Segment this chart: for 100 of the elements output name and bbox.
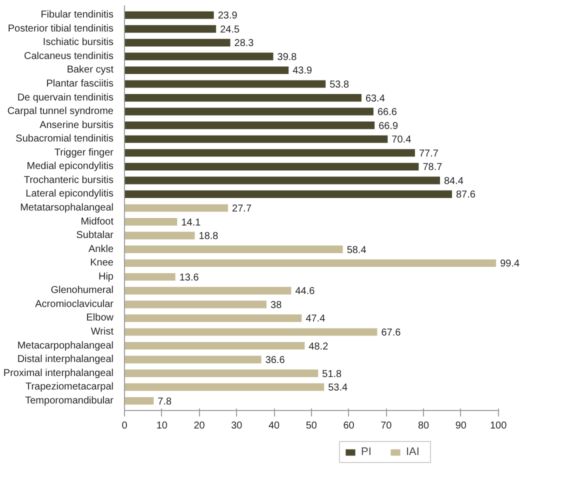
y-tick-label: Distal interphalangeal [17,354,114,366]
y-tick-label: Temporomandibular [25,395,114,406]
data-label: 47.4 [306,314,326,325]
x-tick-label: 0 [122,420,128,432]
data-label: 77.7 [418,148,439,160]
bar [124,190,452,198]
x-tick-label: 30 [231,420,243,432]
bar [124,38,230,46]
data-label: 66.9 [378,120,398,132]
y-tick-label: Ankle [88,244,114,255]
y-tick-label: Plantar fasciitis [46,78,114,90]
data-label: 66.6 [377,107,398,118]
y-tick-label: Anserine bursitis [40,120,114,131]
y-tick-label: Hip [98,271,114,282]
data-label: 53.4 [328,382,348,394]
x-tick-label: 70 [380,420,392,432]
data-label: 43.9 [292,66,313,77]
y-tick-label: Metacarpophalangeal [17,340,114,352]
data-label: 13.6 [179,272,200,284]
y-tick-label: Glenohumeral [50,285,114,296]
data-label: 39.8 [277,52,298,63]
bar [124,94,362,102]
y-tick-label: Carpal tunnel syndrome [7,106,114,118]
y-tick-label: Metatarsophalangeal [20,202,114,214]
data-label: 27.7 [232,204,252,214]
bar [124,286,292,294]
bar [124,52,274,60]
y-tick-label: Medial epicondylitis [26,161,114,172]
y-tick-label: Fibular tendinitis [40,10,114,21]
bar [124,342,305,350]
bar [124,135,388,143]
data-label: 48.2 [308,341,329,352]
data-label: 14.1 [181,217,202,228]
y-tick-label: Lateral epicondylitis [26,188,114,200]
x-tick-label: 100 [490,420,508,432]
data-label: 44.6 [295,286,316,298]
legend-label: IAI [406,446,420,458]
data-label: 99.4 [500,258,520,270]
bar [124,176,440,184]
y-tick-label: Elbow [86,312,114,324]
data-label: 63.4 [366,93,386,104]
bar [124,218,178,226]
bar [124,246,343,254]
x-tick-label: 50 [306,420,318,432]
data-label: 28.3 [234,38,254,50]
data-label: 24.5 [220,24,240,36]
bar [124,162,419,170]
y-tick-label: Midfoot [80,216,114,228]
data-label: 70.4 [392,134,412,146]
x-tick-label: 10 [156,420,168,432]
y-tick-label: Wrist [90,326,114,338]
bar [124,328,378,336]
legend-label: PI [361,446,372,458]
data-label: 58.4 [346,244,367,256]
bar [124,314,302,322]
bar [124,300,267,308]
data-label: 84.4 [444,176,464,187]
bar [124,204,228,212]
y-tick-label: Posterior tibial tendinitis [8,23,114,34]
x-tick-label: 60 [343,420,355,432]
bar [124,66,289,74]
y-tick-label: Ischiatic bursitis [42,37,114,48]
y-tick-label: Subacromial tendinitis [16,134,114,145]
data-label: 53.8 [330,80,350,91]
data-label: 7.8 [158,396,172,408]
y-tick-label: Trochanteric bursitis [24,174,114,186]
bar [124,397,154,405]
data-label: 36.6 [265,355,286,366]
y-tick-label: Knee [90,258,114,269]
bar [124,273,176,281]
y-tick-label: Baker cyst [66,64,114,76]
bar [124,356,262,364]
bar [124,259,496,267]
x-tick-label: 40 [268,420,280,432]
data-label: 67.6 [381,327,402,338]
data-label: 51.8 [322,368,342,380]
y-tick-label: Calcaneus tendinitis [24,50,114,62]
bar [124,232,195,240]
x-tick-label: 80 [418,420,430,432]
data-label: 18.8 [198,231,219,242]
data-label: 87.6 [456,190,476,201]
bar [124,149,415,157]
y-tick-label: Trapeziometacarpal [25,382,114,393]
bar [124,108,374,116]
data-label: 78.7 [422,162,443,174]
x-tick-label: 20 [194,420,206,432]
bar [124,80,326,88]
y-tick-label: Subtalar [76,230,114,242]
y-tick-label: De quervain tendinitis [17,92,114,104]
y-tick-label: Acromioclavicular [35,298,114,310]
y-tick-label: Proximal interphalangeal [3,368,114,379]
y-tick-label: Trigger finger [54,147,114,158]
bar [124,383,324,391]
bar [124,25,216,33]
bar [124,122,375,130]
data-label: 23.9 [218,10,238,22]
bar [124,11,214,19]
x-tick-label: 90 [455,420,467,432]
data-label: 38 [270,300,282,311]
bar [124,370,318,378]
